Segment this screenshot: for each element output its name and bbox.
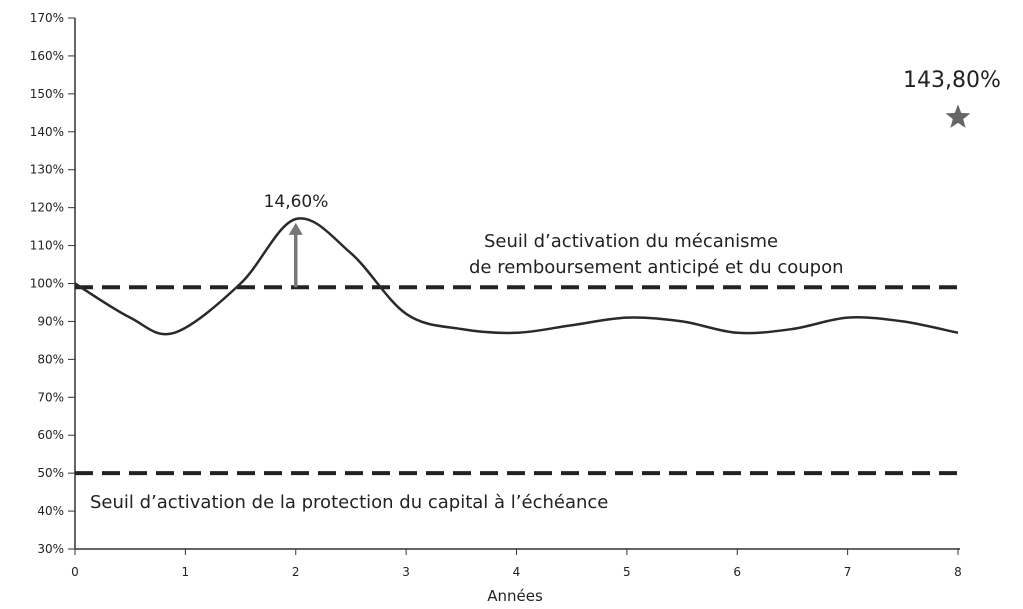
upper-threshold-label-line2: de remboursement anticipé et du coupon (469, 257, 844, 278)
y-tick-label: 60% (37, 428, 64, 442)
y-tick-label: 80% (37, 352, 64, 366)
y-tick-label: 140% (30, 125, 64, 139)
lower-threshold-label: Seuil d’activation de la protection du c… (90, 492, 608, 513)
y-tick-label: 170% (30, 11, 64, 25)
x-axis-ticks: 0 1 2 3 4 5 6 7 8 (71, 549, 962, 579)
upper-threshold-label-line1: Seuil d’activation du mécanisme (484, 231, 778, 252)
x-tick-label: 8 (954, 565, 962, 579)
y-tick-label: 50% (37, 466, 64, 480)
y-tick-label: 90% (37, 314, 64, 328)
y-axis-ticks: 30% 40% 50% 60% 70% 80% 90% 100% 110% 120% 130% 140… (30, 11, 75, 556)
x-tick-label: 5 (623, 565, 631, 579)
y-tick-label: 100% (30, 277, 64, 291)
y-tick-label: 40% (37, 504, 64, 518)
y-tick-label: 130% (30, 163, 64, 177)
x-tick-label: 6 (733, 565, 741, 579)
x-tick-label: 7 (844, 565, 852, 579)
y-tick-label: 150% (30, 87, 64, 101)
y-tick-label: 110% (30, 239, 64, 253)
x-tick-label: 1 (182, 565, 190, 579)
y-tick-label: 120% (30, 201, 64, 215)
x-tick-label: 3 (402, 565, 410, 579)
x-axis-label: Années (487, 587, 543, 605)
y-tick-label: 160% (30, 49, 64, 63)
x-tick-label: 4 (513, 565, 521, 579)
star-icon (945, 104, 971, 128)
y-tick-label: 70% (37, 390, 64, 404)
x-tick-label: 0 (71, 565, 79, 579)
x-tick-label: 2 (292, 565, 300, 579)
series-line (74, 217, 959, 336)
coupon-arrow-head (288, 222, 303, 235)
coupon-annotation: 14,60% (264, 192, 329, 212)
final-value-annotation: 143,80% (903, 68, 1001, 93)
y-tick-label: 30% (37, 542, 64, 556)
